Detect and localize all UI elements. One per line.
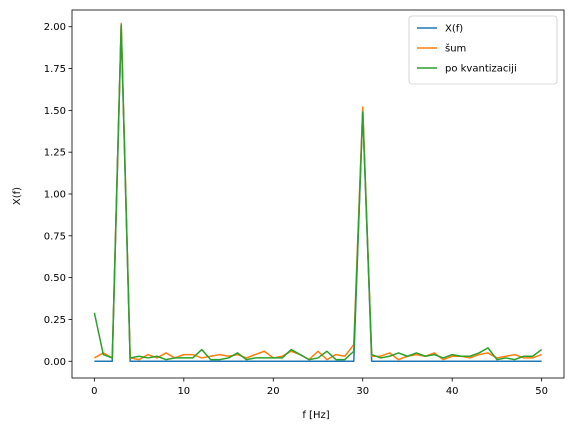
x-axis-label: f [Hz] (302, 410, 329, 421)
y-tick-label: 0.75 (44, 231, 66, 242)
legend-label-2: po kvantizaciji (445, 64, 517, 75)
legend-box (408, 15, 558, 85)
series-line-0 (94, 25, 542, 363)
x-tick-label: 20 (267, 386, 280, 397)
legend-label-1: šum (445, 43, 466, 55)
y-tick-label: 1.75 (44, 64, 66, 75)
x-tick-label: 0 (91, 386, 97, 397)
y-tick-label: 2.00 (44, 22, 66, 33)
x-tick-label: 10 (177, 386, 190, 397)
x-tick-label: 50 (535, 386, 548, 397)
y-tick-label: 1.50 (44, 106, 66, 117)
y-axis-label: X(f) (12, 187, 23, 205)
y-tick-label: 0.00 (44, 357, 66, 368)
x-tick-label: 30 (356, 386, 369, 397)
y-tick-label: 0.25 (44, 315, 66, 326)
y-tick-label: 1.00 (44, 190, 66, 201)
y-tick-label: 1.25 (44, 148, 66, 159)
axes: 0 10 20 30 40 50 0.00 0.25 0.50 0.75 1.00 1.25 1.50 1… (44, 9, 565, 397)
series-line-1 (93, 22, 542, 361)
legend-label-0: X(f) (445, 24, 463, 35)
y-tick-label: 0.50 (44, 273, 66, 284)
legend: X(f) šum po kvantizaciji (408, 15, 558, 85)
x-tick-label: 40 (446, 386, 459, 397)
series-line-2 (93, 24, 543, 361)
plot-area (93, 22, 543, 363)
